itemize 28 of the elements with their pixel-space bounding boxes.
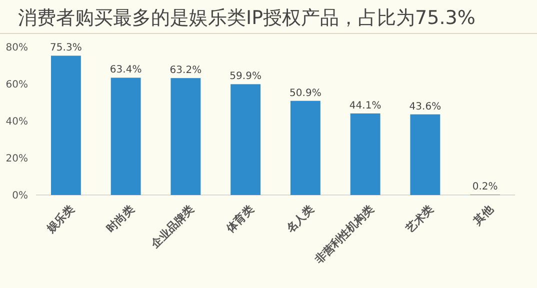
x-tick-label: 艺术类 — [402, 202, 436, 236]
bar — [410, 114, 440, 195]
data-label: 50.9% — [290, 88, 322, 99]
data-label: 0.2% — [472, 182, 498, 193]
bar — [110, 78, 141, 195]
y-tick-label: 20% — [6, 154, 28, 164]
y-tick-label: 0% — [12, 190, 28, 202]
data-label: 59.9% — [230, 71, 262, 82]
data-label: 63.2% — [170, 65, 202, 76]
x-tick-label: 时尚类 — [104, 202, 137, 236]
bar — [290, 100, 320, 195]
bar — [230, 84, 261, 195]
bar — [50, 56, 81, 195]
x-tick-label: 名人类 — [283, 202, 316, 236]
y-tick-label: 40% — [6, 116, 28, 128]
x-tick-label: 娱乐类 — [44, 202, 77, 236]
x-tick-label: 其他 — [470, 202, 497, 228]
data-label: 44.1% — [349, 100, 382, 112]
data-label: 43.6% — [409, 101, 442, 112]
bar — [350, 113, 380, 195]
bar — [170, 78, 201, 195]
data-label: 63.4% — [110, 64, 142, 76]
x-tick-label: 体育类 — [223, 202, 256, 236]
x-tick-label: 企业品牌类 — [148, 202, 197, 252]
data-label: 75.3% — [50, 42, 82, 54]
y-tick-label: 80% — [6, 42, 28, 54]
chart-title: 消费者购买最多的是娱乐类IP授权产品，占比为75.3% — [18, 7, 476, 29]
y-tick-label: 60% — [6, 80, 28, 90]
